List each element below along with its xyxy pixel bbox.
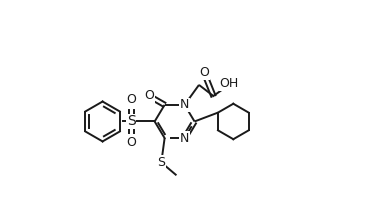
Text: N: N bbox=[180, 98, 189, 111]
Text: OH: OH bbox=[219, 77, 239, 90]
Text: S: S bbox=[157, 156, 165, 169]
Text: O: O bbox=[144, 89, 154, 103]
Text: N: N bbox=[180, 132, 189, 145]
Text: O: O bbox=[127, 93, 136, 106]
Text: S: S bbox=[127, 114, 136, 128]
Text: O: O bbox=[200, 66, 209, 79]
Text: O: O bbox=[127, 136, 136, 149]
